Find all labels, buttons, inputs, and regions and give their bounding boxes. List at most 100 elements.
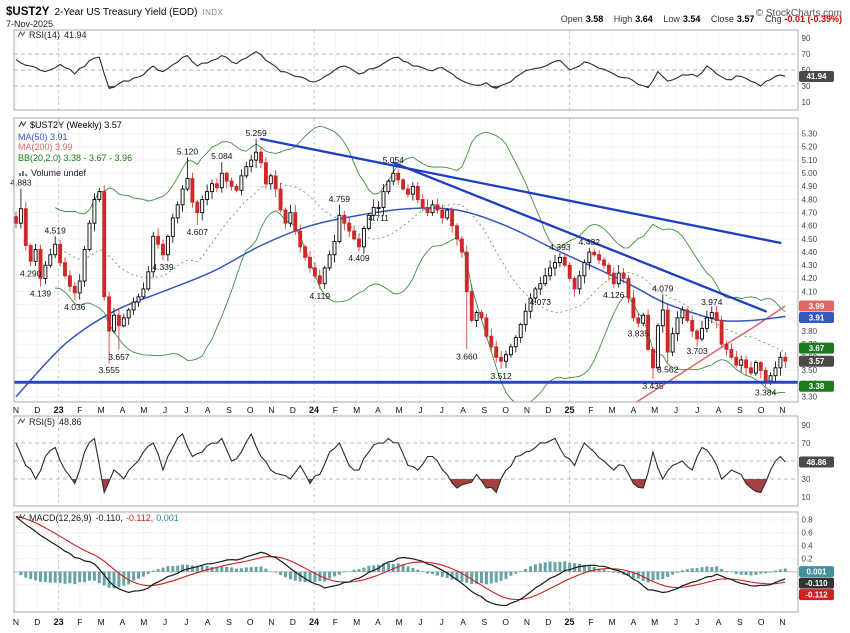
rsi5-label: RSI(5) (29, 417, 56, 427)
svg-text:5.084: 5.084 (211, 151, 233, 161)
svg-text:M: M (651, 617, 658, 627)
axis-badge: 3.57 (799, 355, 834, 367)
svg-text:24: 24 (309, 617, 319, 627)
svg-text:3.555: 3.555 (98, 365, 120, 375)
svg-text:4.50: 4.50 (802, 235, 818, 244)
svg-text:M: M (353, 617, 360, 627)
svg-text:23: 23 (54, 405, 64, 415)
svg-text:A: A (375, 405, 381, 415)
svg-text:N: N (268, 617, 274, 627)
open-label: Open (560, 14, 583, 24)
svg-text:4.119: 4.119 (309, 291, 330, 301)
indicator-icon (17, 417, 26, 428)
svg-text:4.759: 4.759 (329, 194, 351, 204)
axis-badge: 3.38 (799, 380, 834, 392)
svg-text:M: M (396, 617, 403, 627)
drawn-annotations (14, 137, 798, 384)
open-value: 3.58 (585, 14, 604, 24)
svg-text:25: 25 (565, 405, 575, 415)
svg-text:3.30: 3.30 (802, 393, 818, 402)
svg-text:M: M (140, 405, 147, 415)
svg-text:N: N (13, 405, 19, 415)
bb-upper-line (54, 125, 786, 313)
svg-text:4.10: 4.10 (802, 287, 818, 296)
legend-volume: Volume undef (31, 168, 87, 178)
svg-text:4.139: 4.139 (30, 288, 52, 298)
ma200-line (635, 305, 786, 402)
svg-text:4.432: 4.432 (579, 237, 601, 247)
svg-text:M: M (609, 617, 616, 627)
quote-bar: Open 3.58 High 3.64 Low 3.54 Close 3.57 Chg -… (553, 14, 842, 24)
svg-text:90: 90 (802, 34, 811, 43)
svg-text:J: J (674, 405, 678, 415)
svg-text:-0.112: -0.112 (805, 590, 828, 599)
svg-text:4.60: 4.60 (802, 222, 818, 231)
svg-text:0.4: 0.4 (802, 542, 814, 551)
macd-line (15, 516, 786, 607)
svg-text:5.120: 5.120 (177, 146, 199, 156)
trendline-1 (259, 137, 782, 245)
legend-bollinger: BB(20,2.0) 3.38 - 3.67 - 3.96 (18, 152, 133, 163)
svg-text:3.562: 3.562 (657, 364, 679, 374)
svg-text:4.126: 4.126 (603, 290, 625, 300)
svg-text:23: 23 (54, 617, 64, 627)
exchange-label: INDX (202, 8, 224, 17)
svg-text:3.91: 3.91 (809, 313, 825, 322)
svg-text:24: 24 (309, 405, 319, 415)
stockcharts-link[interactable]: © StockCharts.com (755, 8, 842, 19)
chg-value: -0.01 (-0.39%) (784, 14, 842, 24)
svg-text:O: O (758, 405, 765, 415)
svg-text:0.8: 0.8 (802, 516, 814, 525)
chg-label: Chg (764, 14, 782, 24)
rsi14-value: 41.94 (64, 30, 87, 40)
svg-text:D: D (34, 405, 40, 415)
svg-text:48.86: 48.86 (806, 458, 827, 467)
close-label: Close (710, 14, 734, 24)
svg-text:M: M (98, 405, 105, 415)
svg-text:N: N (524, 405, 530, 415)
low-value: 3.54 (682, 14, 701, 24)
xaxis-labels-bottom: N D 23 F M A M J J A S O N D 24 F M A M J J A S O N D 25 F M A M J J A S O N (13, 617, 786, 627)
svg-text:J: J (440, 405, 444, 415)
panel-rsi5: 907050301048.86 (13, 415, 834, 507)
svg-text:4.30: 4.30 (802, 261, 818, 270)
svg-text:4.409: 4.409 (348, 253, 370, 263)
svg-text:70: 70 (802, 439, 811, 448)
svg-text:4.393: 4.393 (549, 242, 571, 252)
legend-price-row: $UST2Y (Weekly) 3.57 (18, 120, 132, 132)
panel-main: 4.883 4.290 4.139 4.519 4.036 3.555 3.657 4.339… (10, 117, 834, 403)
volume-icon (18, 169, 28, 180)
svg-text:0.6: 0.6 (802, 529, 814, 538)
axis-badge: -0.112 (799, 589, 834, 601)
axis-badge: 48.86 (799, 456, 834, 468)
svg-text:3.50: 3.50 (802, 366, 818, 375)
svg-text:J: J (440, 617, 444, 627)
svg-text:A: A (120, 617, 126, 627)
svg-text:M: M (396, 405, 403, 415)
svg-text:5.10: 5.10 (802, 156, 818, 165)
svg-text:J: J (163, 405, 167, 415)
svg-text:4.339: 4.339 (152, 262, 174, 272)
svg-text:A: A (460, 405, 466, 415)
svg-text:5.00: 5.00 (802, 169, 818, 178)
svg-text:A: A (460, 617, 466, 627)
svg-text:3.67: 3.67 (809, 344, 825, 353)
svg-text:F: F (588, 405, 593, 415)
close-value: 3.57 (736, 14, 755, 24)
ma50-line (15, 207, 786, 398)
indicator-icon (17, 513, 26, 524)
macd-hist-value: 0.001 (156, 513, 179, 523)
svg-text:4.290: 4.290 (20, 269, 42, 279)
svg-text:5.259: 5.259 (245, 128, 267, 138)
rsi14-line (15, 50, 786, 90)
svg-text:N: N (524, 617, 530, 627)
svg-text:D: D (34, 617, 40, 627)
panel-macd: 0.80.60.40.20.0-0.20.001-0.110-0.112 (13, 511, 834, 613)
svg-text:70: 70 (802, 50, 811, 59)
svg-text:M: M (98, 617, 105, 627)
svg-text:M: M (353, 405, 360, 415)
svg-text:10: 10 (802, 98, 811, 107)
bollinger-bands (54, 125, 786, 402)
svg-text:M: M (609, 405, 616, 415)
